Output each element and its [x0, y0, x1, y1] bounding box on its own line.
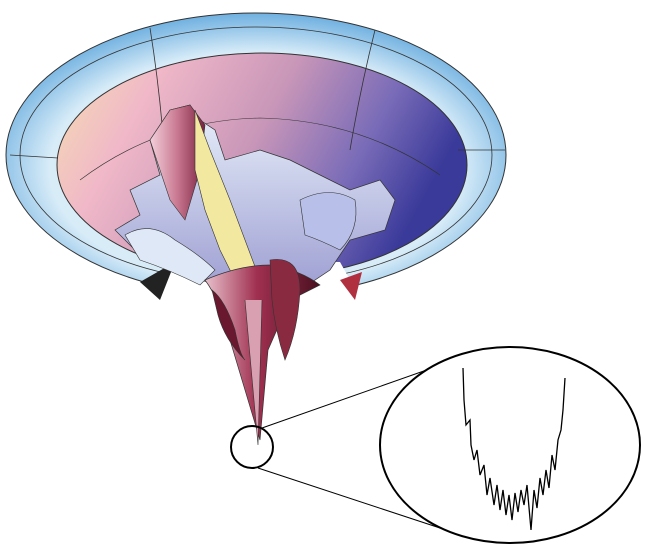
funnel-diagram [0, 0, 645, 549]
zoom-callout [231, 347, 640, 543]
